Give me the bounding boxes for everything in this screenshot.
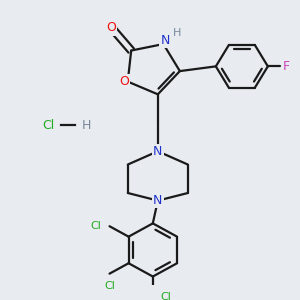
Text: Cl: Cl <box>42 119 54 132</box>
Text: N: N <box>153 194 163 207</box>
Text: O: O <box>106 21 116 34</box>
Text: Cl: Cl <box>161 292 172 300</box>
Text: Cl: Cl <box>91 221 101 231</box>
Text: N: N <box>161 34 170 47</box>
Text: O: O <box>119 75 129 88</box>
Text: N: N <box>153 145 163 158</box>
Text: H: H <box>81 119 91 132</box>
Text: H: H <box>173 28 182 38</box>
Text: F: F <box>282 60 290 73</box>
Text: Cl: Cl <box>104 281 115 291</box>
